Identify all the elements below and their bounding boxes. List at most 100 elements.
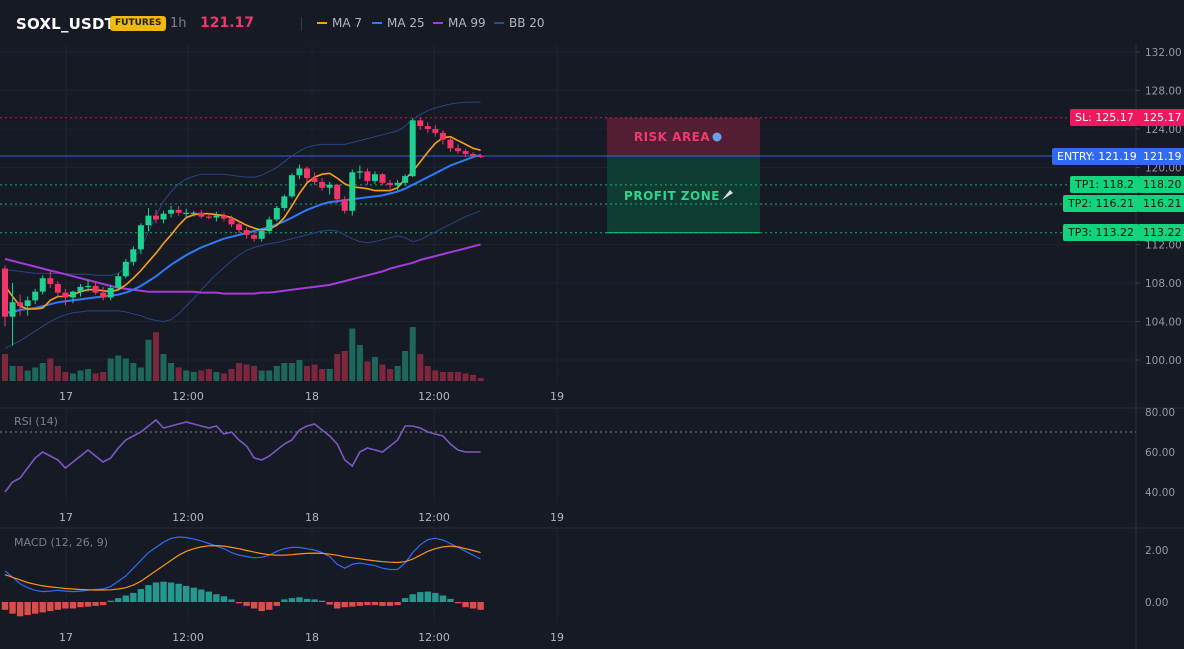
time-axis-label: 12:00 <box>172 390 204 403</box>
macd-histogram-bar <box>213 594 220 602</box>
macd-histogram-bar <box>160 581 167 602</box>
macd-histogram-bar <box>296 597 303 602</box>
volume-bar <box>85 369 92 381</box>
candle-body <box>228 218 235 225</box>
volume-bar <box>417 354 424 381</box>
volume-bar <box>198 370 205 381</box>
volume-bar <box>288 363 295 381</box>
time-axis-label: 12:00 <box>172 511 204 524</box>
candle-body <box>341 199 348 211</box>
macd-histogram-bar <box>16 602 24 617</box>
legend-bb20-swatch <box>494 22 504 24</box>
legend-bb20-label: BB 20 <box>509 16 545 30</box>
ma99-line <box>4 243 481 295</box>
macd-histogram-bar <box>424 591 431 602</box>
volume-bar <box>122 358 129 381</box>
volume-bar <box>387 369 394 381</box>
tp1-tag-value: 118.20 <box>1138 176 1184 194</box>
symbol-name[interactable]: SOXL_USDT <box>16 15 116 33</box>
macd-histogram-bar <box>9 602 16 614</box>
volume-bar <box>107 358 114 381</box>
time-axis-label: 12:00 <box>418 390 450 403</box>
candle-body <box>334 184 341 200</box>
legend-bb20[interactable]: BB 20 <box>494 16 545 30</box>
candle-body <box>69 291 76 298</box>
macd-histogram-bar <box>371 602 379 606</box>
volume-bar <box>160 354 167 381</box>
time-axis-label: 17 <box>59 511 73 524</box>
candle-body <box>205 216 212 218</box>
candle-body <box>190 212 197 214</box>
rsi-tick-label: 80.00 <box>1145 407 1175 419</box>
volume-bar <box>402 351 409 381</box>
time-axis-label: 18 <box>305 511 319 524</box>
volume-bar <box>394 366 401 381</box>
candle-body <box>100 292 107 298</box>
macd-histogram-bar <box>47 602 54 612</box>
volume-bar <box>228 369 235 381</box>
rsi-tick-label: 60.00 <box>1145 447 1175 459</box>
volume-bar <box>432 370 439 381</box>
macd-histogram-bar <box>326 602 333 605</box>
candle-body <box>213 215 220 218</box>
time-axis-label: 17 <box>59 631 73 644</box>
macd-histogram-bar <box>258 602 265 612</box>
price-tick-label: 104.00 <box>1145 317 1182 329</box>
volume-bar <box>39 363 46 381</box>
bb-upper-line <box>4 101 481 276</box>
macd-histogram-bar <box>379 602 386 606</box>
candle-body <box>356 171 363 173</box>
macd-histogram-bar <box>462 602 469 608</box>
candle-body <box>77 286 84 292</box>
risk-zone <box>607 117 760 157</box>
volume-bar <box>447 372 454 381</box>
volume-bar <box>243 364 250 381</box>
timeframe-label[interactable]: 1h <box>170 16 187 31</box>
volume-bar <box>69 373 76 381</box>
macd-histogram-bar <box>77 602 84 608</box>
macd-histogram-bar <box>145 585 152 602</box>
candle-body <box>477 155 484 158</box>
volume-bar <box>2 354 8 381</box>
macd-histogram-bar <box>364 602 371 606</box>
legend-ma99[interactable]: MA 99 <box>433 16 486 30</box>
rocket-icon <box>722 190 733 200</box>
legend-ma7[interactable]: MA 7 <box>317 16 362 30</box>
macd-histogram-bar <box>386 602 394 606</box>
candle-body <box>198 212 205 217</box>
volume-bar <box>379 364 386 381</box>
volume-bar <box>153 332 159 381</box>
volume-bar <box>326 369 333 381</box>
volume-bar <box>424 366 431 381</box>
macd-histogram-bar <box>220 596 228 602</box>
macd-histogram-bar <box>130 592 137 602</box>
macd-histogram-bar <box>394 602 401 606</box>
candle-body <box>424 126 431 129</box>
volume-bar <box>296 360 303 381</box>
volume-bar <box>137 367 144 381</box>
volume-bar <box>205 369 212 381</box>
candle-body <box>137 225 144 250</box>
candle-body <box>62 292 69 298</box>
volume-bar <box>409 327 416 381</box>
volume-bar <box>9 366 16 381</box>
legend-ma99-label: MA 99 <box>448 16 486 30</box>
ma25-line <box>4 154 481 314</box>
candle-body <box>236 224 243 231</box>
chart-header: SOXL_USDT FUTURES 1h 121.17 MA 7 MA 25 M… <box>0 0 1184 48</box>
volume-bar <box>311 364 318 381</box>
volume-bar <box>356 345 363 381</box>
futures-badge: FUTURES <box>110 16 167 31</box>
candle-body <box>47 278 54 284</box>
legend-ma25-swatch <box>372 22 382 24</box>
candle-body <box>304 168 310 179</box>
legend-ma25[interactable]: MA 25 <box>372 16 425 30</box>
volume-bar <box>24 370 31 381</box>
volume-bar <box>462 373 469 381</box>
volume-bar <box>168 363 175 381</box>
macd-histogram-bar <box>115 598 122 602</box>
macd-histogram-bar <box>334 602 341 609</box>
tp3-tag-value: 113.22 <box>1138 224 1184 242</box>
candle-body <box>319 181 326 188</box>
